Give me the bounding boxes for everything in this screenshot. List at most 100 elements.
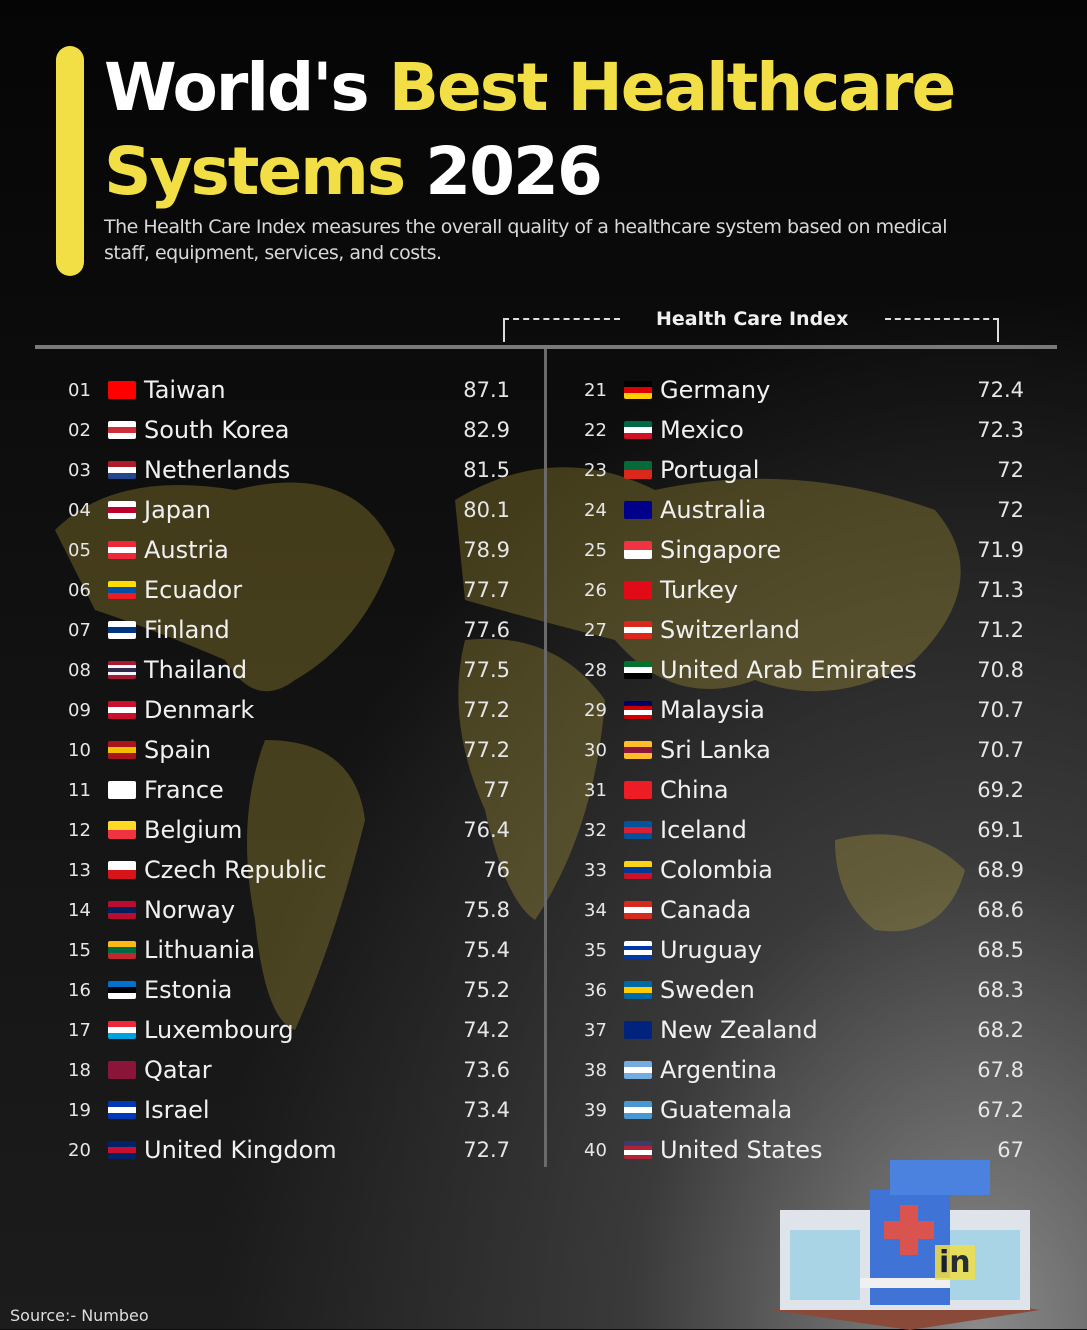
table-row: 34 Canada 68.6 [584,892,1024,928]
index-value: 72 [997,498,1024,522]
column-header: Health Care Index [656,308,849,330]
table-row: 26 Turkey 71.3 [584,572,1024,608]
country-name: Norway [144,896,236,924]
table-row: 24 Australia 72 [584,492,1024,528]
index-value: 81.5 [463,458,510,482]
index-value: 72.3 [977,418,1024,442]
flag-icon [624,821,652,839]
table-row: 32 Iceland 69.1 [584,812,1024,848]
index-value: 74.2 [463,1018,510,1042]
index-value: 73.6 [463,1058,510,1082]
country-name: Iceland [660,816,747,844]
flag-icon [108,501,136,519]
flag-icon [624,1061,652,1079]
table-row: 22 Mexico 72.3 [584,412,1024,448]
flag-icon [108,661,136,679]
rank: 34 [584,899,607,921]
table-row: 13 Czech Republic 76 [68,852,510,888]
country-name: Israel [144,1096,210,1124]
index-value: 76.4 [463,818,510,842]
country-name: United Kingdom [144,1136,337,1164]
rank: 36 [584,979,607,1001]
index-value: 71.2 [977,618,1024,642]
index-value: 87.1 [463,378,510,402]
rank: 32 [584,819,607,841]
index-value: 77.2 [463,738,510,762]
country-name: France [144,776,224,804]
rank: 26 [584,579,607,601]
title-part-3: Systems [104,133,406,210]
table-row: 35 Uruguay 68.5 [584,932,1024,968]
country-name: Germany [660,376,771,404]
flag-icon [624,941,652,959]
table-row: 29 Malaysia 70.7 [584,692,1024,728]
table-row: 37 New Zealand 68.2 [584,1012,1024,1048]
source-note: Source:- Numbeo [10,1306,149,1325]
flag-icon [624,621,652,639]
rank: 33 [584,859,607,881]
rank: 17 [68,1019,91,1041]
table-row: 11 France 77 [68,772,510,808]
title-part-2: Best Healthcare [388,49,957,126]
country-name: Switzerland [660,616,800,644]
index-value: 78.9 [463,538,510,562]
title-part-4: 2026 [404,133,603,210]
country-name: Sri Lanka [660,736,771,764]
rank: 09 [68,699,91,721]
country-name: Guatemala [660,1096,793,1124]
index-value: 68.9 [977,858,1024,882]
header-bracket-right [885,318,999,342]
rank: 20 [68,1139,91,1161]
index-value: 77 [483,778,510,802]
flag-icon [624,581,652,599]
flag-icon [624,381,652,399]
flag-icon [624,981,652,999]
flag-icon [624,501,652,519]
flag-icon [108,1141,136,1159]
country-name: Finland [144,616,230,644]
flag-icon [108,461,136,479]
rank: 16 [68,979,91,1001]
flag-icon [108,861,136,879]
table-row: 40 United States 67 [584,1132,1024,1168]
flag-icon [624,1141,652,1159]
index-value: 75.4 [463,938,510,962]
rank: 11 [68,779,91,801]
country-name: Lithuania [144,936,256,964]
country-name: South Korea [144,416,290,444]
index-value: 76 [483,858,510,882]
index-value: 68.3 [977,978,1024,1002]
index-value: 77.7 [463,578,510,602]
country-name: Denmark [144,696,255,724]
rank: 15 [68,939,91,961]
flag-icon [624,461,652,479]
country-name: Estonia [144,976,233,1004]
rank: 01 [68,379,91,401]
country-name: New Zealand [660,1016,818,1044]
index-value: 71.9 [977,538,1024,562]
index-value: 69.1 [977,818,1024,842]
country-name: Ecuador [144,576,243,604]
rank: 05 [68,539,91,561]
table-row: 07 Finland 77.6 [68,612,510,648]
hospital-illustration [770,1160,1040,1330]
country-name: United Arab Emirates [660,656,917,684]
rank: 30 [584,739,607,761]
flag-icon [108,1061,136,1079]
country-name: Belgium [144,816,243,844]
rank: 31 [584,779,607,801]
flag-icon [108,821,136,839]
table-row: 20 United Kingdom 72.7 [68,1132,510,1168]
country-name: Luxembourg [144,1016,294,1044]
flag-icon [108,741,136,759]
country-name: Austria [144,536,229,564]
rank: 22 [584,419,607,441]
flag-icon [108,981,136,999]
watermark-logo: in [935,1245,975,1280]
index-value: 71.3 [977,578,1024,602]
table-row: 14 Norway 75.8 [68,892,510,928]
rank: 13 [68,859,91,881]
country-name: Japan [144,496,211,524]
rank: 21 [584,379,607,401]
country-name: Argentina [660,1056,778,1084]
